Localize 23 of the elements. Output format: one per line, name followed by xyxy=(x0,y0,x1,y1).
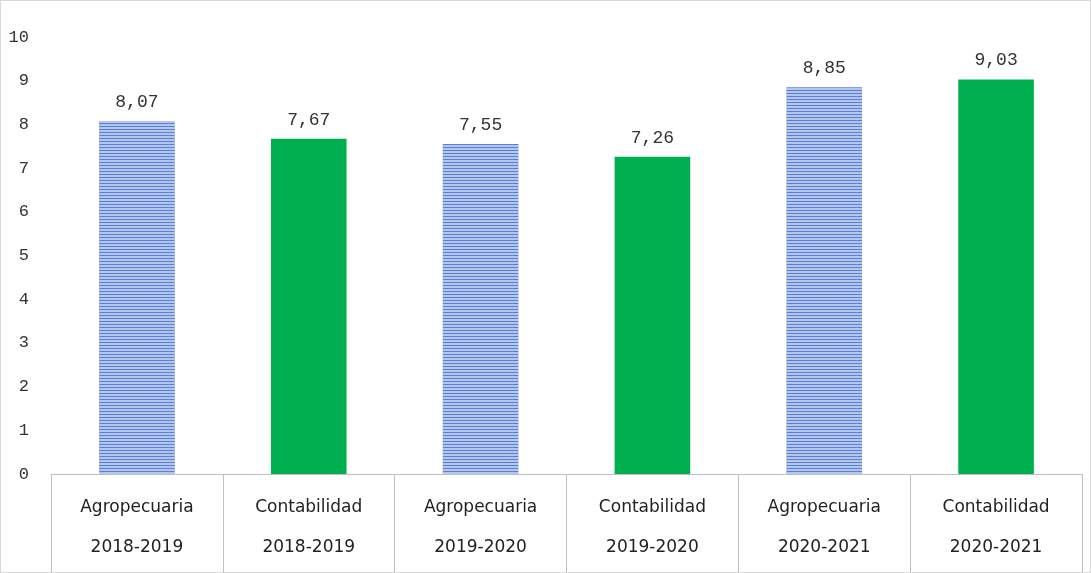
x-tick-label: Agropecuaria 2019-2020 xyxy=(423,496,538,556)
x-tick-label: Contabilidad 2020-2021 xyxy=(942,496,1050,556)
y-tick-label: 4 xyxy=(18,289,29,309)
data-label: 7,67 xyxy=(287,109,331,130)
y-tick-label: 9 xyxy=(18,71,29,91)
data-label: 8,85 xyxy=(802,58,846,79)
y-tick-label: 7 xyxy=(18,158,29,178)
y-tick-label: 10 xyxy=(8,27,29,47)
data-label: 8,07 xyxy=(115,92,159,113)
y-tick-label: 1 xyxy=(18,420,29,440)
y-tick-label: 3 xyxy=(18,333,29,353)
data-label: 7,55 xyxy=(458,115,503,136)
x-tick-label: Agropecuaria 2020-2021 xyxy=(767,496,881,556)
data-label: 9,03 xyxy=(974,50,1018,71)
x-tick-label: Contabilidad 2019-2020 xyxy=(598,496,706,556)
y-tick-label: 5 xyxy=(18,246,29,265)
x-tick-label: Agropecuaria 2018-2019 xyxy=(80,496,194,556)
y-tick-label: 0 xyxy=(18,464,29,484)
y-tick-label: 8 xyxy=(18,114,29,134)
x-tick-label: Contabilidad 2018-2019 xyxy=(255,496,363,556)
data-label: 7,26 xyxy=(630,127,675,148)
y-tick-label: 2 xyxy=(18,377,29,397)
y-tick-label: 6 xyxy=(18,202,29,222)
